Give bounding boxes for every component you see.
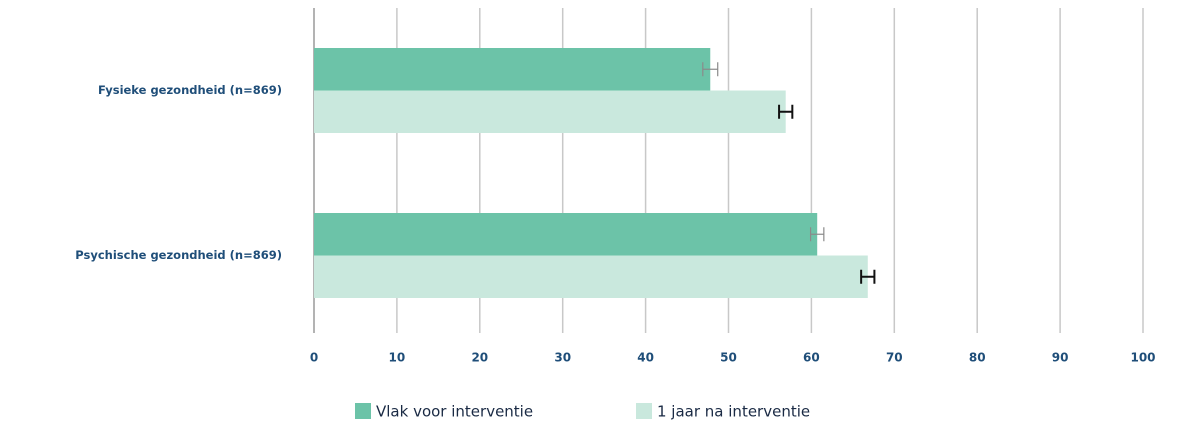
x-tick-label: 10: [389, 351, 406, 365]
category-label: Psychische gezondheid (n=869): [75, 248, 282, 262]
legend-swatch: [355, 403, 371, 419]
legend-label: 1 jaar na interventie: [657, 403, 810, 421]
x-tick-label: 90: [1052, 351, 1069, 365]
category-label: Fysieke gezondheid (n=869): [98, 83, 282, 97]
x-tick-label: 100: [1130, 351, 1155, 365]
x-tick-label: 50: [720, 351, 737, 365]
legend-label: Vlak voor interventie: [376, 403, 533, 421]
legend-swatch: [636, 403, 652, 419]
x-tick-label: 20: [471, 351, 488, 365]
error-bar: [702, 62, 719, 77]
error-bar: [778, 104, 794, 119]
bar: [314, 255, 868, 298]
x-tick-label: 80: [969, 351, 986, 365]
x-tick-label: 0: [310, 351, 318, 365]
bar: [314, 213, 818, 256]
x-tick-label: 40: [637, 351, 654, 365]
x-tick-label: 60: [803, 351, 820, 365]
bar: [314, 90, 786, 133]
bar: [314, 48, 711, 91]
x-tick-label: 30: [554, 351, 571, 365]
error-bar: [809, 227, 825, 242]
x-tick-label: 70: [886, 351, 903, 365]
error-bar: [860, 269, 876, 284]
